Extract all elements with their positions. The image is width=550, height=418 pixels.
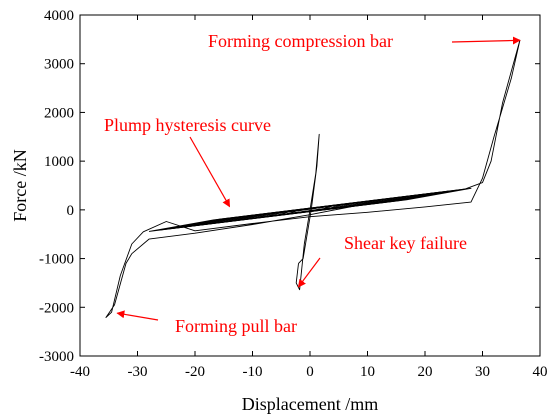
x-tick-label: 10: [360, 364, 375, 380]
x-tick-label: 0: [306, 364, 314, 380]
annotation-shear-key-failure: Shear key failure: [344, 233, 467, 253]
x-tick-label: 30: [475, 364, 490, 380]
y-axis-label: Force /kN: [10, 149, 30, 221]
x-tick-label: -10: [243, 364, 263, 380]
x-tick-label: 20: [418, 364, 433, 380]
y-tick-label: 1000: [44, 154, 74, 170]
x-tick-label: -20: [185, 364, 205, 380]
hysteresis-loop: [148, 187, 472, 232]
annotations: Forming compression bar Plump hysteresis…: [104, 31, 521, 336]
y-tick-label: 0: [67, 203, 75, 219]
annotation-arrow-plump-hysteresis: [189, 136, 231, 208]
annotation-arrow-compression-bar: [451, 36, 521, 45]
axis-ticks: -40 -30 -20 -10 0 10 20 30 40 -3000 -2000 -1000 0 100…: [39, 8, 548, 380]
hysteresis-curves: [105, 39, 521, 318]
annotation-pull-bar: Forming pull bar: [175, 316, 297, 336]
annotation-arrow-pull-bar: [116, 310, 159, 321]
envelope-curve: [105, 39, 521, 318]
y-tick-label: -2000: [39, 300, 74, 316]
y-tick-label: -3000: [39, 349, 74, 365]
y-tick-label: -1000: [39, 252, 74, 268]
annotation-compression-bar: Forming compression bar: [208, 31, 393, 51]
plot-frame: [79, 14, 541, 357]
x-tick-label: -30: [128, 364, 148, 380]
y-tick-label: 4000: [44, 8, 74, 24]
x-tick-label: 40: [533, 364, 548, 380]
annotation-plump-hysteresis: Plump hysteresis curve: [104, 115, 271, 135]
y-tick-label: 3000: [44, 57, 74, 73]
annotation-arrow-shear-key-failure: [297, 257, 321, 288]
y-tick-label: 2000: [44, 105, 74, 121]
x-tick-label: -40: [70, 364, 90, 380]
x-axis-label: Displacement /mm: [242, 394, 378, 414]
